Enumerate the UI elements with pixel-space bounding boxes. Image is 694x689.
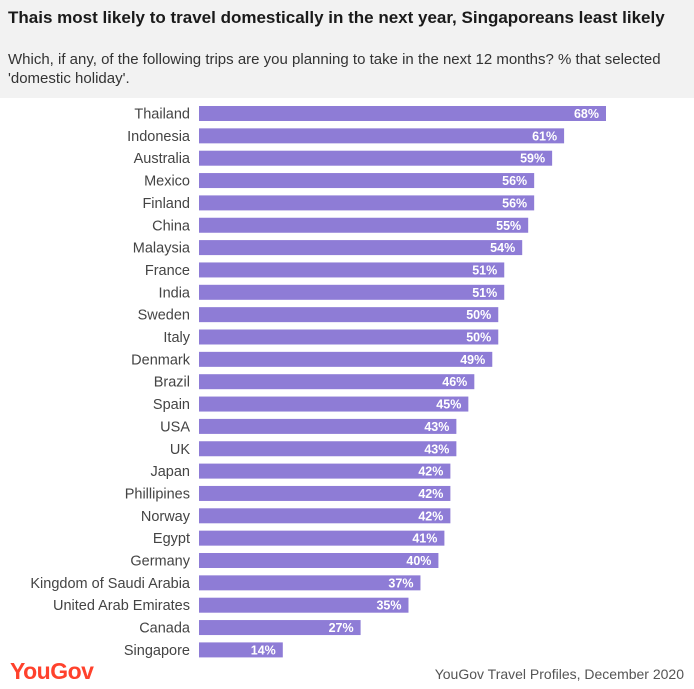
bar-france bbox=[199, 262, 505, 278]
category-label-egypt: Egypt bbox=[153, 531, 190, 547]
bar-mexico bbox=[199, 173, 535, 189]
bar-uk bbox=[199, 441, 457, 457]
category-label-australia: Australia bbox=[134, 151, 191, 167]
value-label-kingdom-of-saudi-arabia: 37% bbox=[388, 576, 413, 590]
value-label-sweden: 50% bbox=[466, 308, 491, 322]
bar-canada bbox=[199, 620, 361, 636]
bar-usa bbox=[199, 418, 457, 434]
category-label-malaysia: Malaysia bbox=[133, 241, 191, 257]
bar-india bbox=[199, 284, 505, 300]
bar-china bbox=[199, 217, 529, 233]
category-label-france: France bbox=[145, 263, 190, 279]
bar-phillipines bbox=[199, 485, 451, 501]
value-label-thailand: 68% bbox=[574, 107, 599, 121]
value-label-mexico: 56% bbox=[502, 174, 527, 188]
value-label-norway: 42% bbox=[418, 509, 443, 523]
header-panel: Thais most likely to travel domestically… bbox=[0, 0, 694, 98]
category-label-denmark: Denmark bbox=[131, 352, 191, 368]
bar-kingdom-of-saudi-arabia bbox=[199, 575, 421, 591]
bar-japan bbox=[199, 463, 451, 479]
category-label-sweden: Sweden bbox=[138, 308, 190, 324]
value-label-usa: 43% bbox=[424, 420, 449, 434]
value-label-spain: 45% bbox=[436, 398, 461, 412]
bar-norway bbox=[199, 508, 451, 524]
chart-title: Thais most likely to travel domestically… bbox=[8, 8, 665, 27]
category-label-singapore: Singapore bbox=[124, 643, 190, 659]
category-label-germany: Germany bbox=[130, 554, 190, 570]
value-label-canada: 27% bbox=[329, 621, 354, 635]
category-label-kingdom-of-saudi-arabia: Kingdom of Saudi Arabia bbox=[30, 576, 191, 592]
value-label-denmark: 49% bbox=[460, 353, 485, 367]
yougov-logo: YouGov bbox=[10, 658, 94, 684]
bar-sweden bbox=[199, 307, 499, 323]
category-label-finland: Finland bbox=[142, 196, 190, 212]
category-label-canada: Canada bbox=[139, 621, 191, 637]
chart-subtitle: Which, if any, of the following trips ar… bbox=[8, 51, 661, 87]
category-label-usa: USA bbox=[160, 419, 190, 435]
bar-egypt bbox=[199, 530, 445, 546]
category-label-brazil: Brazil bbox=[154, 375, 190, 391]
value-label-india: 51% bbox=[472, 286, 497, 300]
bar-spain bbox=[199, 396, 469, 412]
category-label-india: India bbox=[159, 285, 191, 301]
value-label-phillipines: 42% bbox=[418, 487, 443, 501]
bar-singapore bbox=[199, 642, 283, 658]
category-label-indonesia: Indonesia bbox=[127, 129, 191, 145]
value-label-italy: 50% bbox=[466, 331, 491, 345]
bar-united-arab-emirates bbox=[199, 597, 409, 613]
category-label-united-arab-emirates: United Arab Emirates bbox=[53, 598, 190, 614]
category-label-japan: Japan bbox=[150, 464, 190, 480]
value-label-malaysia: 54% bbox=[490, 241, 515, 255]
category-label-norway: Norway bbox=[141, 509, 191, 525]
category-label-mexico: Mexico bbox=[144, 174, 190, 190]
bar-denmark bbox=[199, 351, 493, 367]
category-label-uk: UK bbox=[170, 442, 190, 458]
value-label-singapore: 14% bbox=[251, 643, 276, 657]
value-label-united-arab-emirates: 35% bbox=[376, 599, 401, 613]
category-label-thailand: Thailand bbox=[134, 107, 190, 123]
value-label-china: 55% bbox=[496, 219, 521, 233]
bar-brazil bbox=[199, 374, 475, 390]
value-label-egypt: 41% bbox=[412, 532, 437, 546]
bar-germany bbox=[199, 553, 439, 568]
value-label-uk: 43% bbox=[424, 442, 449, 456]
bar-australia bbox=[199, 150, 553, 166]
value-label-australia: 59% bbox=[520, 152, 545, 166]
bar-indonesia bbox=[199, 128, 565, 144]
bar-thailand bbox=[199, 106, 606, 121]
value-label-germany: 40% bbox=[406, 554, 431, 568]
category-label-phillipines: Phillipines bbox=[125, 486, 190, 502]
category-label-china: China bbox=[152, 218, 191, 234]
value-label-france: 51% bbox=[472, 263, 497, 277]
value-label-finland: 56% bbox=[502, 196, 527, 210]
bar-finland bbox=[199, 195, 535, 211]
category-label-italy: Italy bbox=[163, 330, 190, 346]
value-label-indonesia: 61% bbox=[532, 129, 557, 143]
bar-italy bbox=[199, 329, 499, 345]
value-label-brazil: 46% bbox=[442, 375, 467, 389]
category-label-spain: Spain bbox=[153, 397, 190, 413]
value-label-japan: 42% bbox=[418, 465, 443, 479]
source-note: YouGov Travel Profiles, December 2020 bbox=[434, 666, 684, 682]
bar-malaysia bbox=[199, 240, 523, 256]
